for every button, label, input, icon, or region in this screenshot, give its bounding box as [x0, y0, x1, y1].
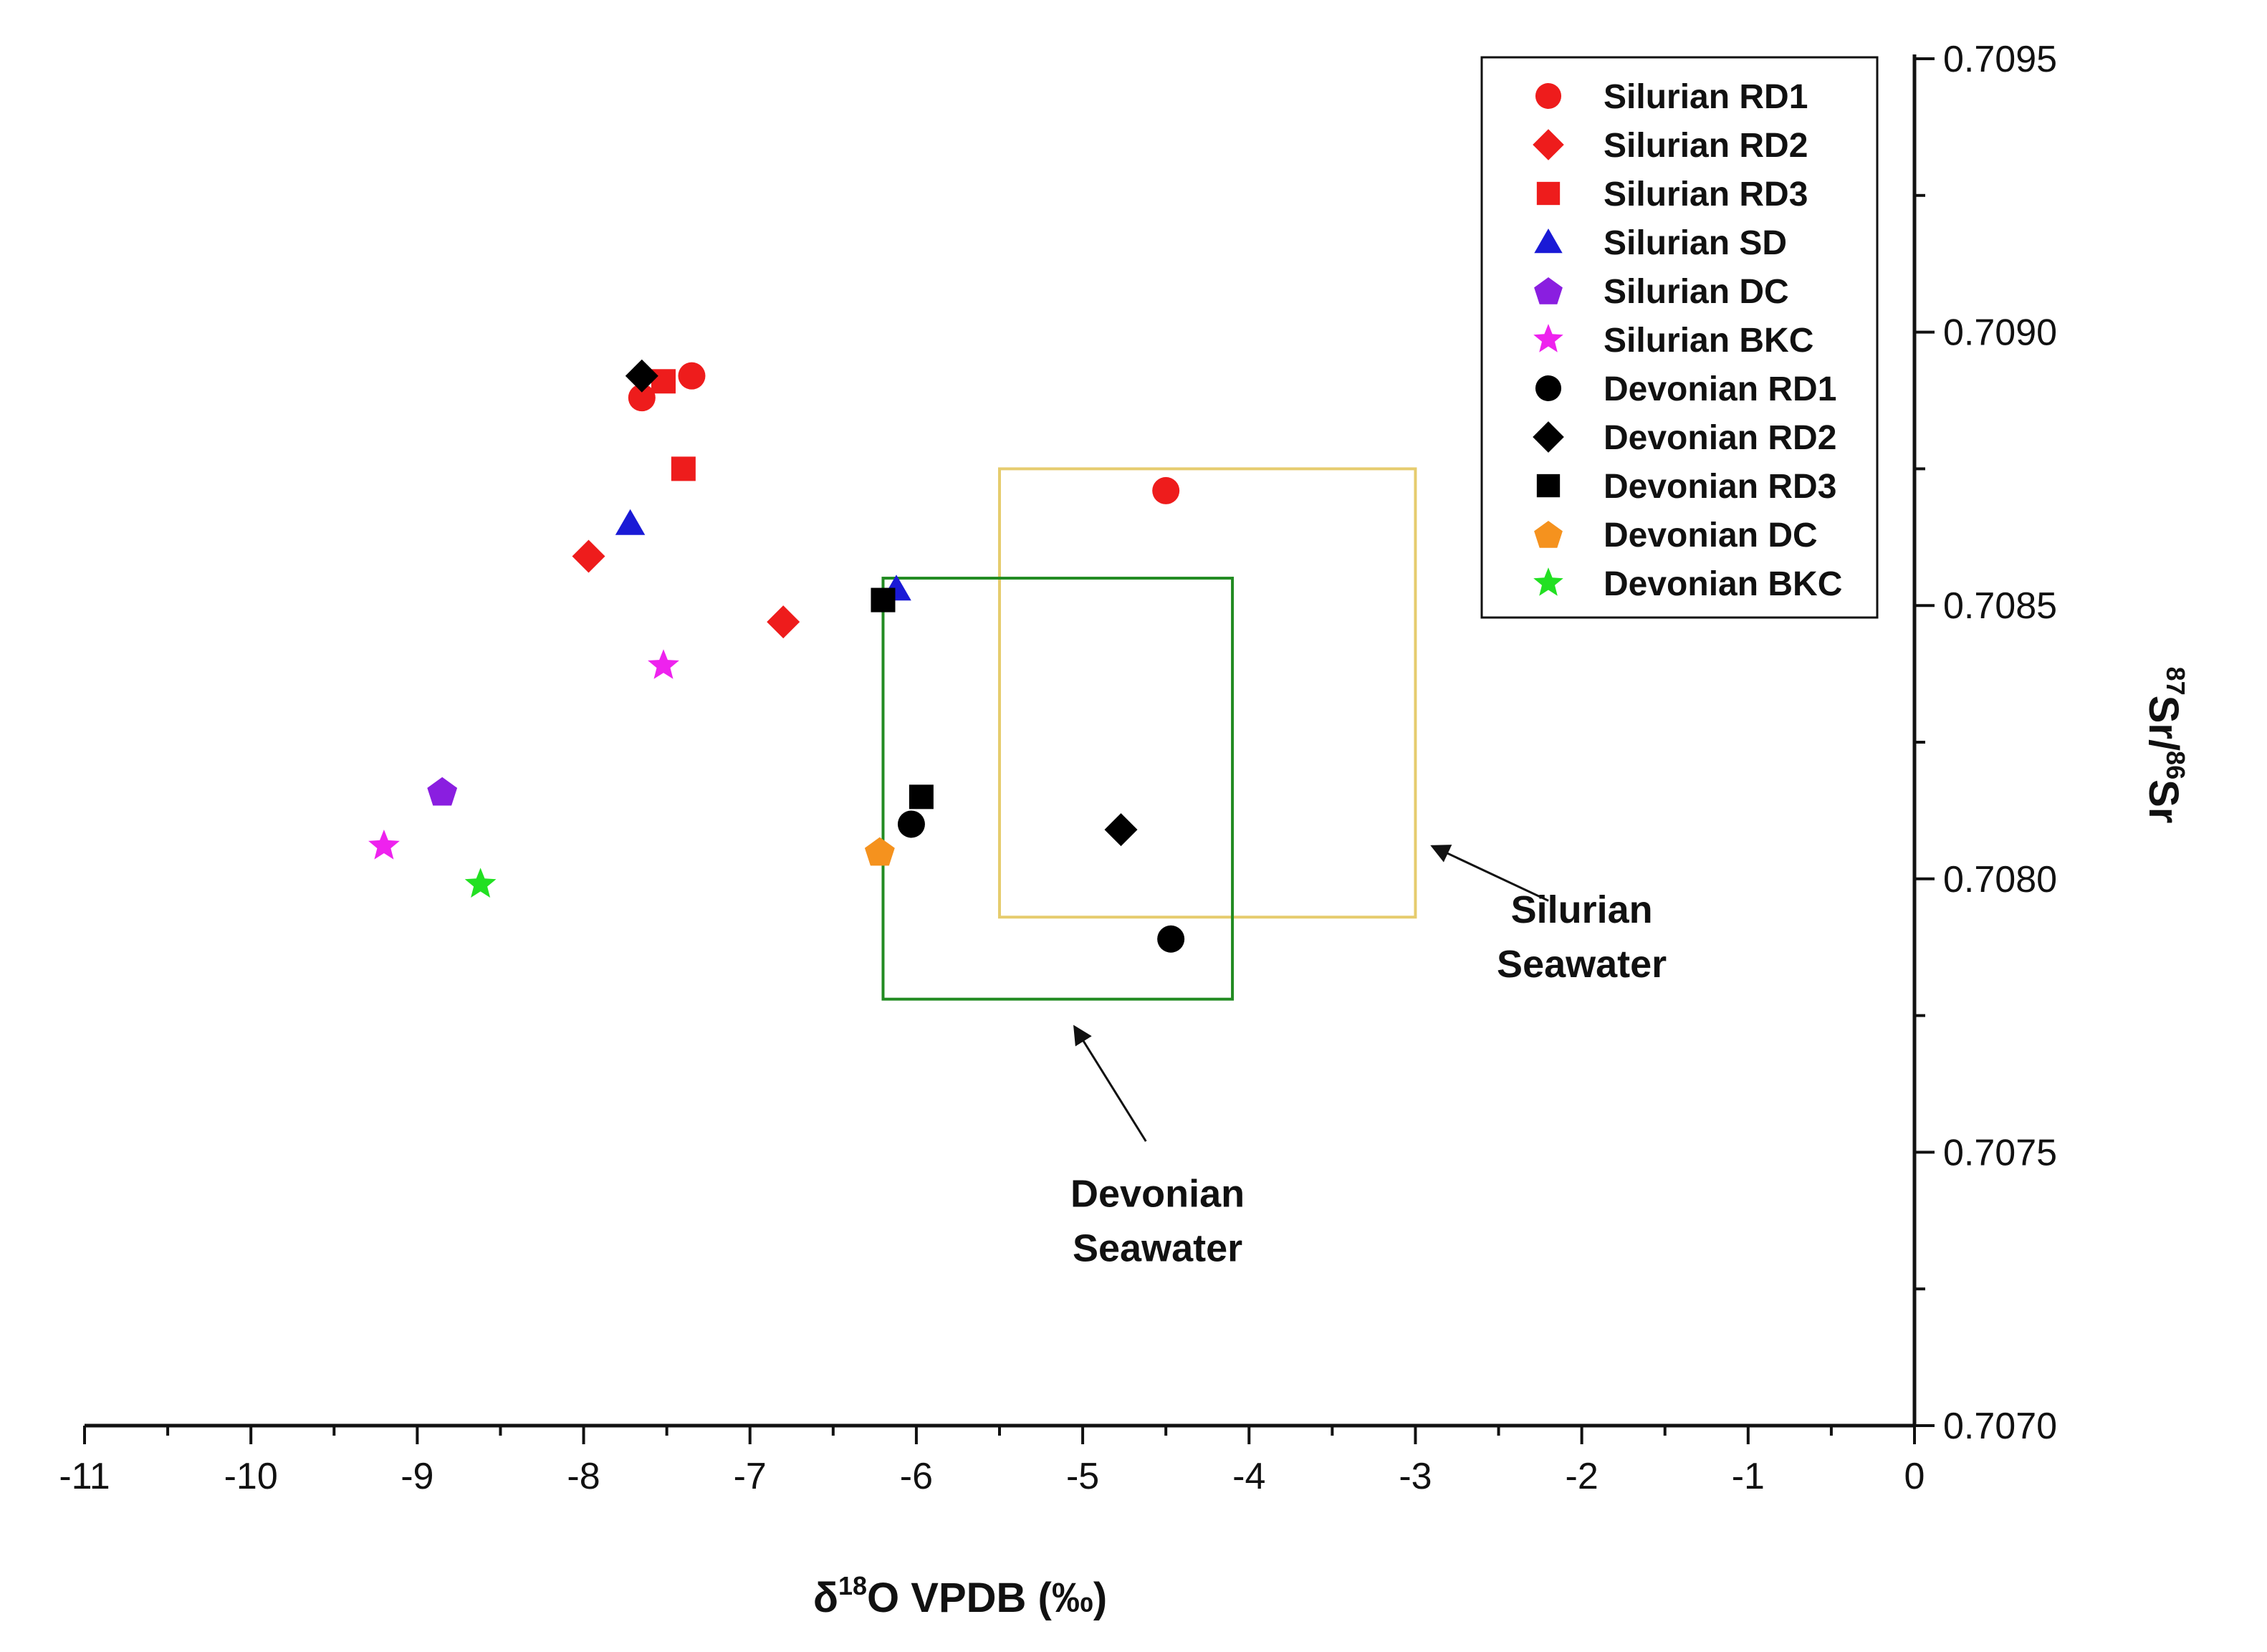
x-tick-label: -2	[1566, 1456, 1599, 1497]
legend-label-silurian-sd: Silurian SD	[1604, 224, 1787, 262]
legend-marker-devonian-bkc	[1533, 567, 1563, 596]
silurian-seawater-box	[998, 467, 1417, 919]
devonian-rd1-point	[1157, 925, 1185, 953]
legend-label-silurian-dc: Silurian DC	[1604, 273, 1789, 311]
silurian-bkc-point	[648, 649, 679, 679]
devonian-seawater-label: Devonian	[1070, 1173, 1245, 1216]
seawater-boxes	[881, 467, 1417, 1001]
devonian-seawater-label: Seawater	[1073, 1227, 1242, 1270]
axes: -11 -10 -9 -8 -7 -6 -5 -4 -3 -2 -1 00.70700.70750.7…	[59, 39, 2057, 1497]
legend-marker-devonian-rd3	[1536, 474, 1561, 498]
legend-marker-devonian-rd1	[1535, 375, 1562, 402]
x-axis-title: δ18O VPDB (‰)	[813, 1571, 1107, 1621]
legend: Silurian RD1 Silurian RD2 Silurian RD3 Silu…	[1480, 56, 1879, 619]
y-tick-label: 0.7085	[1943, 585, 2057, 627]
legend-label-devonian-rd2: Devonian RD2	[1604, 419, 1836, 457]
x-tick-label: -11	[59, 1456, 110, 1497]
legend-marker-silurian-rd3	[1536, 181, 1561, 206]
x-tick-label: -7	[734, 1456, 767, 1497]
legend-label-devonian-rd3: Devonian RD3	[1604, 468, 1836, 506]
legend-marker-silurian-dc	[1534, 277, 1563, 304]
silurian-seawater-label: Silurian	[1511, 888, 1653, 931]
devonian-dc-point	[864, 837, 895, 866]
x-tick-label: 0	[1904, 1456, 1925, 1497]
devonian-bkc-point	[464, 868, 497, 898]
x-tick-label: -1	[1732, 1456, 1765, 1497]
silurian-bkc-point	[368, 830, 400, 860]
silurian-rd1-point	[678, 362, 706, 390]
x-tick-label: -10	[224, 1456, 278, 1497]
silurian-rd3-point	[671, 456, 696, 481]
legend-marker-silurian-rd2	[1533, 129, 1564, 160]
y-tick-label: 0.7080	[1943, 859, 2057, 901]
y-axis-title-superscript-87: 87	[2161, 667, 2190, 696]
legend-label-devonian-bkc: Devonian BKC	[1604, 565, 1842, 603]
silurian-sd-point	[615, 509, 646, 535]
devonian-rd3-point	[871, 587, 896, 613]
x-tick-label: -3	[1399, 1456, 1432, 1497]
legend-marker-silurian-bkc	[1533, 324, 1563, 352]
legend-marker-silurian-sd	[1534, 229, 1563, 254]
legend-marker-devonian-dc	[1534, 521, 1563, 548]
x-axis-title-superscript: 18	[838, 1571, 867, 1600]
y-tick-label: 0.7075	[1943, 1132, 2057, 1173]
legend-label-silurian-rd3: Silurian RD3	[1604, 176, 1808, 213]
legend-label-silurian-rd2: Silurian RD2	[1604, 127, 1808, 165]
silurian-rd1-point	[628, 384, 656, 412]
legend-label-devonian-dc: Devonian DC	[1604, 517, 1818, 554]
x-axis-title-main: O VPDB (‰)	[867, 1575, 1107, 1621]
y-axis-title-sr-end: Sr	[2140, 779, 2187, 823]
legend-label-silurian-bkc: Silurian BKC	[1604, 322, 1813, 360]
devonian-rd2-point	[625, 359, 658, 393]
silurian-dc-point	[427, 777, 458, 806]
silurian-seawater-arrow	[1430, 845, 1549, 902]
legend-label-silurian-rd1: Silurian RD1	[1604, 78, 1808, 116]
y-tick-label: 0.7070	[1943, 1406, 2057, 1447]
devonian-seawater-arrow	[1073, 1024, 1147, 1142]
y-tick-label: 0.7090	[1943, 312, 2057, 354]
legend-label-devonian-rd1: Devonian RD1	[1604, 370, 1836, 408]
y-axis-title: 87Sr/86Sr	[2140, 667, 2190, 824]
devonian-rd1-point	[897, 810, 925, 838]
y-axis-title-sr: Sr/	[2140, 696, 2187, 751]
silurian-seawater-label: Seawater	[1497, 943, 1667, 986]
devonian-rd2-point	[1104, 813, 1138, 847]
x-tick-label: -6	[900, 1456, 933, 1497]
devonian-rd3-point	[909, 784, 934, 810]
x-tick-label: -8	[567, 1456, 600, 1497]
x-tick-label: -4	[1232, 1456, 1265, 1497]
x-tick-label: -5	[1066, 1456, 1099, 1497]
silurian-rd2-point	[572, 539, 605, 573]
legend-marker-devonian-rd2	[1533, 421, 1564, 453]
silurian-rd1-point	[1152, 476, 1180, 504]
silurian-rd2-point	[767, 605, 800, 639]
y-axis-title-superscript-86: 86	[2161, 751, 2190, 779]
y-tick-label: 0.7095	[1943, 39, 2057, 80]
annotations: Silurian Seawater Devonian Seawater	[1070, 845, 1667, 1270]
data-points	[368, 359, 1185, 953]
legend-marker-silurian-rd1	[1535, 82, 1562, 110]
x-tick-label: -9	[401, 1456, 433, 1497]
devonian-seawater-box	[881, 577, 1235, 1001]
x-axis-title-prefix: δ	[813, 1575, 838, 1621]
